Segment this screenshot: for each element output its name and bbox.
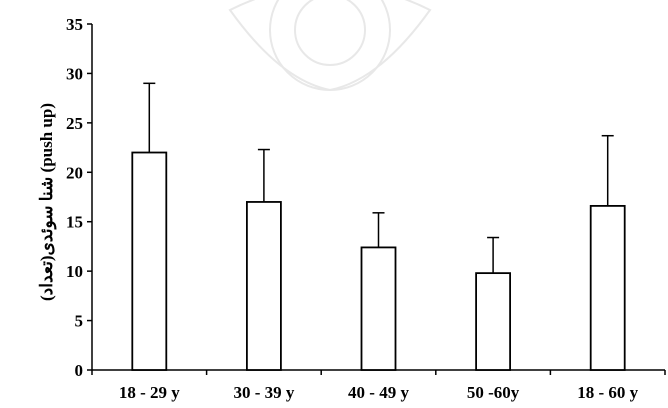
x-tick-label: 50 -60y — [467, 383, 520, 402]
bar — [360, 246, 397, 371]
bar — [131, 151, 168, 371]
y-tick-label: 25 — [66, 114, 83, 133]
bars — [131, 151, 626, 371]
y-tick-label: 10 — [66, 262, 83, 281]
y-tick-label: 30 — [66, 64, 83, 83]
y-ticks: 0 5 10 15 20 25 30 35 — [66, 15, 92, 380]
watermark-emblem — [228, 0, 432, 92]
x-tick-labels: 18 - 29 y 30 - 39 y 40 - 49 y 50 -60y 18 - 6… — [119, 383, 639, 402]
bar — [589, 204, 626, 371]
x-tick-label: 18 - 29 y — [119, 383, 180, 402]
x-tick-label: 18 - 60 y — [577, 383, 638, 402]
y-axis-label: (تعداد)شنا سوئدی (push up) — [37, 103, 57, 301]
bar — [245, 201, 282, 371]
y-tick-label: 15 — [66, 213, 83, 232]
x-tick-label: 40 - 49 y — [348, 383, 409, 402]
y-tick-label: 35 — [66, 15, 83, 34]
x-tick-label: 30 - 39 y — [233, 383, 294, 402]
error-bars — [143, 82, 614, 274]
y-tick-label: 5 — [75, 312, 84, 331]
y-tick-label: 20 — [66, 163, 83, 182]
bar — [475, 272, 512, 371]
y-tick-label: 0 — [75, 361, 84, 380]
